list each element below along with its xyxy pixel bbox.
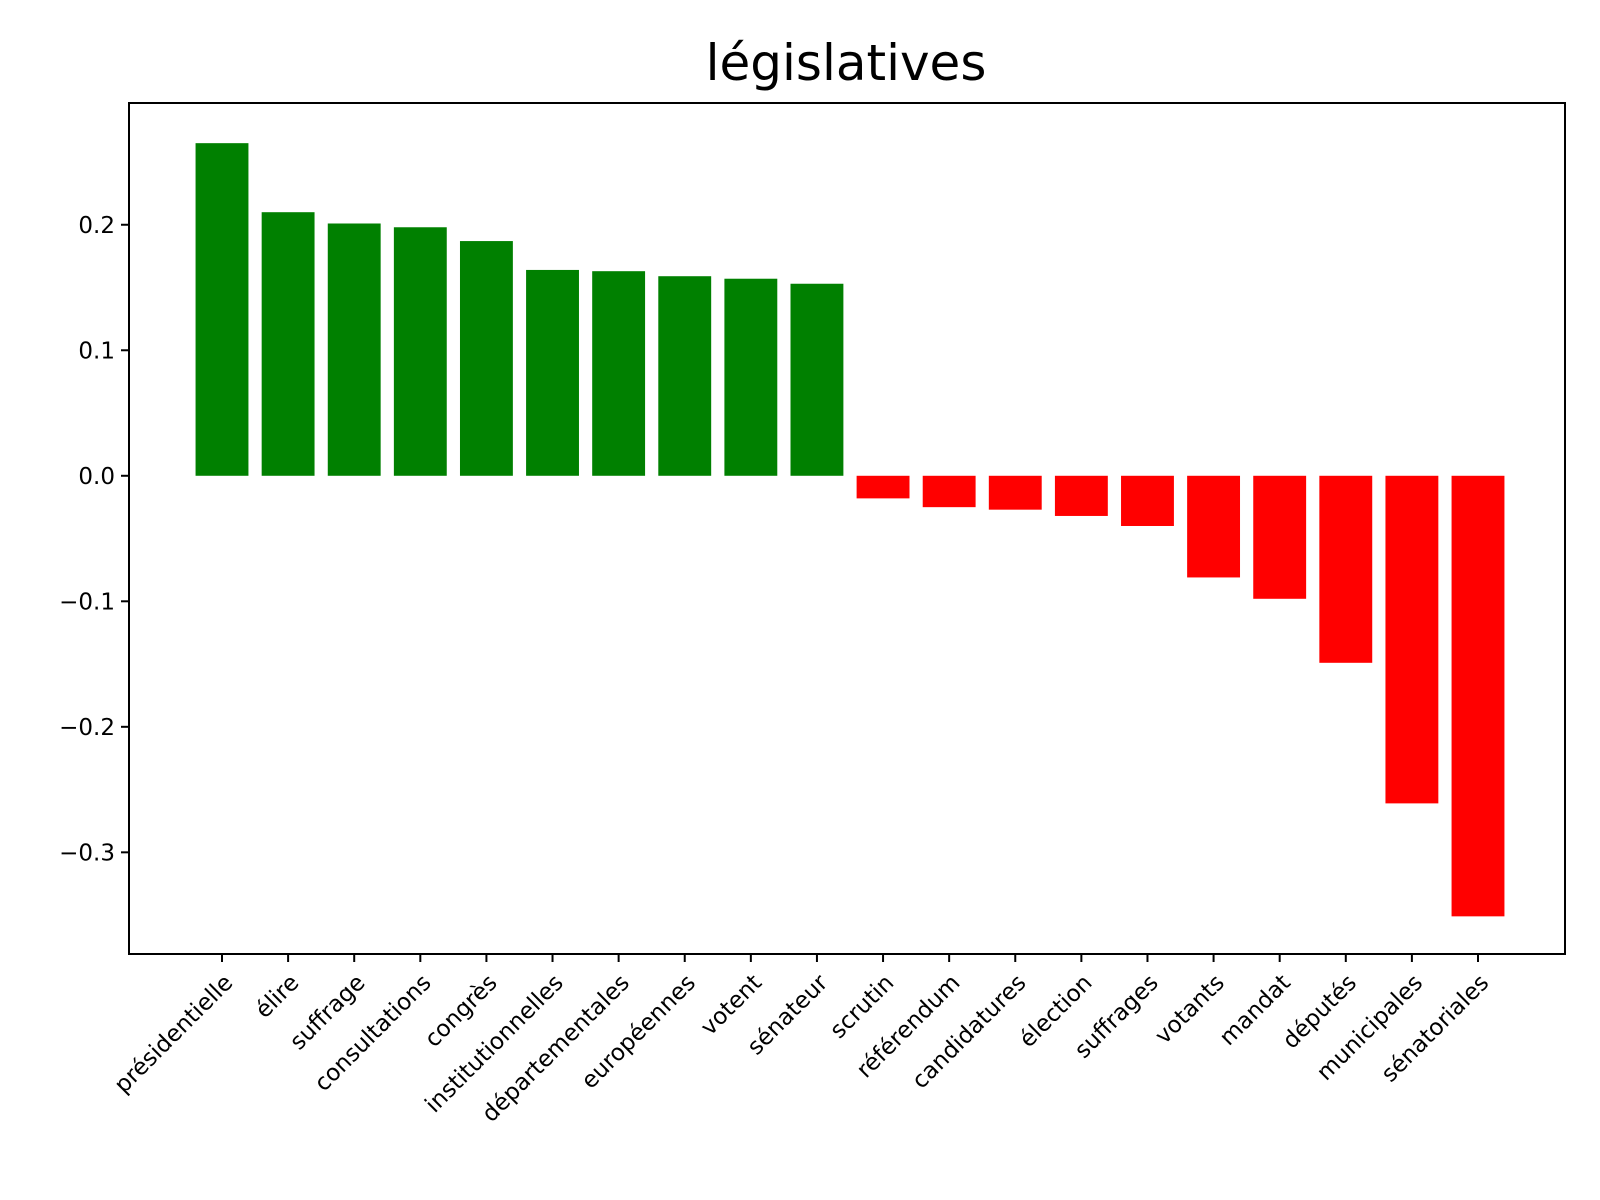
chart-title: législatives — [706, 34, 987, 92]
plot-frame — [128, 102, 1566, 955]
bar-votent — [724, 278, 778, 476]
y-tick-label: 0.1 — [78, 338, 115, 364]
bar-candidatures — [988, 475, 1042, 510]
bar-scrutin — [856, 475, 910, 499]
bar-mandat — [1253, 475, 1307, 599]
bar-sénatoriales — [1451, 475, 1505, 917]
bar-députés — [1319, 475, 1373, 663]
y-tick-label: −0.2 — [59, 715, 115, 741]
y-axis: 0.2 0.1 0.0 −0.1 −0.2 −0.3 — [59, 213, 129, 866]
bar-sénateur — [790, 283, 844, 476]
x-tick-label: européennes — [577, 970, 701, 1094]
bar-présidentielle — [195, 143, 249, 476]
bar-votants — [1187, 475, 1241, 578]
bar-départementales — [592, 271, 646, 476]
y-tick-label: 0.2 — [78, 213, 115, 239]
bar-municipales — [1385, 475, 1439, 804]
x-tick-label: consultations — [310, 970, 437, 1097]
x-tick-label: candidatures — [907, 970, 1031, 1094]
y-tick-label: 0.0 — [78, 464, 115, 490]
x-tick-label: votants — [1150, 970, 1229, 1049]
bar-suffrages — [1121, 475, 1174, 526]
bar-institutionnelles — [526, 269, 579, 476]
bar-élection — [1054, 475, 1108, 516]
bar-référendum — [922, 475, 976, 508]
bar-congrès — [459, 241, 513, 476]
bars-group — [195, 143, 1505, 917]
bar-suffrage — [327, 223, 381, 476]
y-tick-label: −0.1 — [59, 589, 115, 615]
bar-européennes — [658, 276, 712, 476]
x-axis: présidentielle éliresuffrageconsultations… — [110, 954, 1494, 1127]
y-tick-label: −0.3 — [59, 840, 115, 866]
x-tick-label: élire — [251, 970, 305, 1024]
bar-consultations — [393, 227, 447, 476]
x-tick-label: présidentielle — [110, 970, 239, 1099]
bar-élire — [261, 212, 315, 476]
